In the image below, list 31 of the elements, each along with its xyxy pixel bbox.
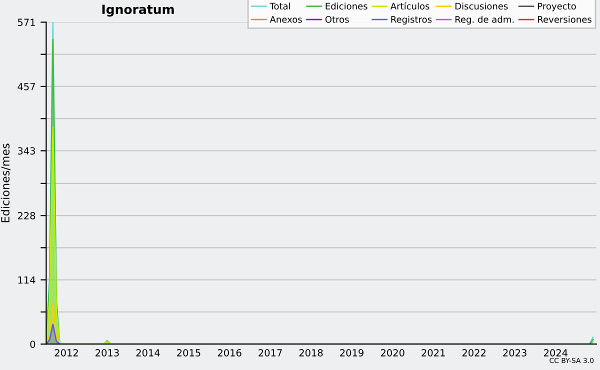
x-tick-label: 2016	[218, 349, 242, 356]
legend-label: Artículos	[390, 2, 430, 10]
x-tick-label: 2018	[299, 349, 323, 356]
legend-label: Ediciones	[326, 2, 368, 10]
y-tick-label: 457	[18, 83, 35, 90]
x-tick-label: 2024	[544, 349, 568, 356]
legend-label: Otros	[325, 16, 349, 23]
x-tick-label: 2014	[136, 349, 160, 356]
x-tick-label: 2021	[422, 349, 445, 356]
y-tick-label: 571	[18, 18, 35, 26]
y-tick-label: 114	[18, 276, 36, 284]
x-tick-label: 2019	[340, 349, 364, 356]
chart-title: Ignoratum	[102, 4, 174, 17]
x-tick-label: 2017	[258, 349, 282, 356]
legend-label: Anexos	[270, 16, 302, 23]
y-tick-label: 343	[18, 147, 36, 155]
y-tick-label: 0	[30, 340, 36, 348]
x-tick-label: 2015	[177, 349, 200, 356]
legend-label: Reg. de adm.	[455, 16, 514, 25]
y-tick-label: 228	[18, 212, 36, 220]
legend-label: Discusiones	[455, 2, 508, 10]
x-tick-label: 2013	[96, 349, 119, 356]
x-tick-label: 2022	[462, 349, 486, 356]
y-axis-title: Ediciones/mes	[0, 144, 10, 222]
legend-label: Reversiones	[538, 16, 592, 23]
x-tick-label: 2023	[503, 349, 526, 356]
legend-label: Total	[270, 2, 290, 10]
x-tick-label: 2020	[380, 349, 404, 356]
legend-label: Registros	[391, 16, 432, 25]
legend-label: Proyecto	[538, 2, 576, 12]
x-tick-label: 2012	[54, 349, 78, 356]
